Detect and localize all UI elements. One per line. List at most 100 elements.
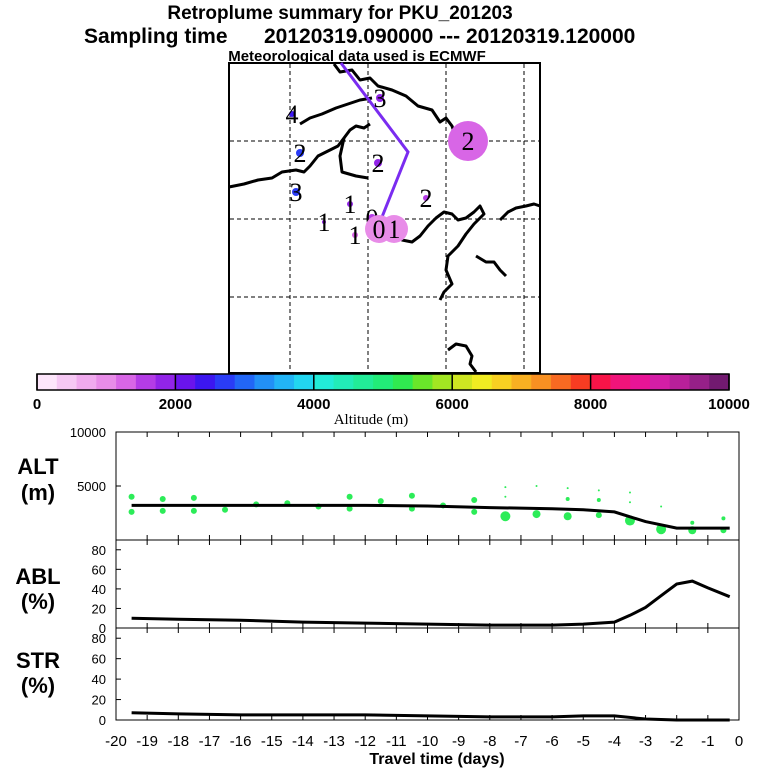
panel-ylabel: ABL xyxy=(15,564,60,589)
map-plume-marker: 1 xyxy=(344,190,357,219)
plume-day-label: 2 xyxy=(420,184,433,213)
x-tick-label: -2 xyxy=(670,733,683,750)
y-tick-label: 40 xyxy=(92,672,106,687)
altitude-point xyxy=(660,505,663,508)
colorbar-cell xyxy=(155,374,176,390)
altitude-point xyxy=(504,486,507,489)
colorbar-cell xyxy=(392,374,414,390)
map-plume-marker: 2 xyxy=(448,121,488,161)
plume-dot xyxy=(423,195,429,201)
x-tick-label: -7 xyxy=(514,733,527,750)
x-tick-label: -4 xyxy=(608,733,621,750)
plume-day-label: 2 xyxy=(294,139,307,168)
colorbar-cell xyxy=(294,374,315,390)
y-tick-label: 80 xyxy=(92,543,106,558)
plume-day-label: 0 xyxy=(373,215,386,244)
colorbar-cell xyxy=(669,374,690,390)
map-plume-marker: 4 xyxy=(286,100,299,129)
y-tick-label: 40 xyxy=(92,582,106,597)
y-tick-label: 5000 xyxy=(77,479,106,494)
colorbar-cell xyxy=(709,374,730,390)
panel-ylabel-unit: (%) xyxy=(21,673,55,698)
altitude-point xyxy=(471,497,478,504)
colorbar-cell xyxy=(491,374,513,390)
altitude-point xyxy=(628,491,631,494)
map-plume-marker: 0 xyxy=(365,215,393,244)
altitude-point xyxy=(563,512,572,521)
x-tick-label: -9 xyxy=(452,733,465,750)
plume-dot xyxy=(289,111,295,117)
colorbar-cell xyxy=(254,374,275,390)
series-line xyxy=(131,711,730,722)
plume-day-label: 1 xyxy=(349,221,362,250)
x-tick-label: -15 xyxy=(261,733,283,750)
colorbar-cell xyxy=(551,374,572,390)
colorbar-cell xyxy=(610,374,631,390)
colorbar-cells xyxy=(37,374,730,390)
x-tick-label: -19 xyxy=(136,733,158,750)
x-tick-label: 0 xyxy=(735,733,743,750)
panel-frame xyxy=(115,539,740,629)
y-tick-label: 20 xyxy=(92,693,106,708)
panel-abl: ABL(%) 80 60 40 20 0 xyxy=(15,539,740,636)
sampling-label: Sampling time xyxy=(84,25,228,48)
plume-dot xyxy=(322,220,326,224)
colorbar-label: Altitude (m) xyxy=(334,412,409,428)
y-tick-label: 0 xyxy=(99,621,106,636)
plume-day-label: 1 xyxy=(318,208,331,237)
panel-frame xyxy=(115,431,740,541)
altitude-point xyxy=(159,507,166,514)
altitude-point xyxy=(190,507,197,514)
plume-day-label: 4 xyxy=(286,100,299,129)
coastlines xyxy=(228,63,541,373)
x-tick-label: -17 xyxy=(199,733,221,750)
y-tick-label: 10000 xyxy=(70,425,106,440)
panel-ylabel-unit: (%) xyxy=(21,589,55,614)
y-tick-label: 0 xyxy=(99,713,106,728)
plume-day-label: 3 xyxy=(374,84,387,113)
colorbar-cell xyxy=(432,374,453,390)
altitude-point xyxy=(128,508,135,515)
colorbar-cell xyxy=(214,374,236,390)
plume-day-label: 3 xyxy=(290,178,303,207)
figure-title: Retroplume summary for PKU_201203 xyxy=(167,3,512,24)
x-tick-label: -6 xyxy=(545,733,558,750)
altitude-point xyxy=(628,501,631,504)
altitude-point xyxy=(565,496,570,501)
map-plume-marker: 2 xyxy=(420,184,433,213)
plume-dot xyxy=(352,232,358,238)
plume-day-label: 2 xyxy=(462,127,475,156)
map-plume-marker: 3 xyxy=(374,84,387,113)
map-panel: 4332222111010 xyxy=(228,62,541,374)
altitude-point xyxy=(222,506,229,513)
plume-day-label: 1 xyxy=(344,190,357,219)
colorbar-tick-label: 10000 xyxy=(708,396,750,413)
altitude-point xyxy=(159,495,166,502)
map-plume-labels: 4332222111010 xyxy=(286,84,488,250)
plume-dot xyxy=(292,188,300,196)
colorbar-tick-label: 0 xyxy=(33,396,41,413)
x-tick-label: -20 xyxy=(105,733,127,750)
colorbar-cell xyxy=(373,374,394,390)
plume-day-label: 2 xyxy=(372,149,385,178)
altitude-point xyxy=(471,508,478,515)
colorbar-cell xyxy=(56,374,78,390)
colorbar-cell xyxy=(471,374,493,390)
colorbar-cell xyxy=(353,374,374,390)
colorbar-cell xyxy=(649,374,671,390)
panel-ylabel-unit: (m) xyxy=(21,480,55,505)
plume-dot xyxy=(448,121,488,161)
map-plume-marker: 3 xyxy=(290,178,303,207)
y-tick-label: 60 xyxy=(92,562,106,577)
colorbar-cell xyxy=(175,374,196,390)
colorbar-cell xyxy=(234,374,255,390)
colorbar-cell xyxy=(37,374,58,390)
x-tick-label: -16 xyxy=(230,733,252,750)
series-line xyxy=(131,503,730,530)
colorbar-cell xyxy=(195,374,216,390)
colorbar-cell xyxy=(511,374,532,390)
panel-ylabel: STR xyxy=(16,648,60,673)
x-tick-label: -12 xyxy=(354,733,376,750)
